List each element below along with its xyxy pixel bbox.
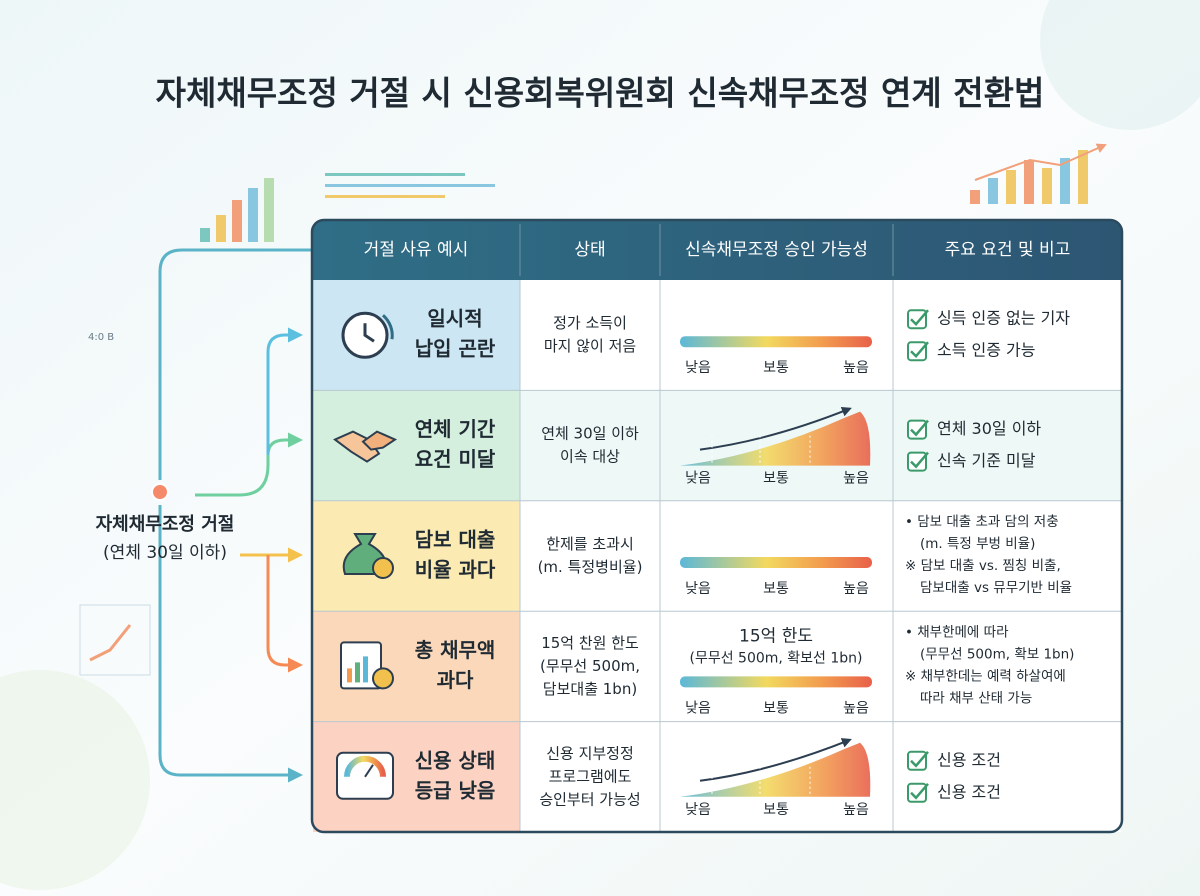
header-label: 거절 사유 예시	[364, 240, 469, 260]
source-dot	[151, 483, 169, 501]
gauge-label: 보통	[763, 471, 789, 487]
gauge-arrow	[699, 406, 852, 451]
source-sublabel: (연체 30일 이하)	[103, 543, 227, 563]
connectors	[158, 248, 312, 783]
note-text: (무무선 500m, 확보 1bn)	[920, 646, 1074, 662]
gauge-label: 높음	[843, 471, 869, 487]
status-text: 신용 지부정정	[546, 744, 634, 762]
gauge-note: 15억 한도	[739, 626, 813, 646]
gauge-label: 보통	[763, 360, 789, 376]
gauge-label: 높음	[843, 802, 869, 818]
gauge-label: 낮음	[685, 360, 711, 376]
note-text: • 채부한메에 따라	[905, 624, 1009, 640]
row-icon	[342, 533, 394, 579]
decor	[0, 670, 150, 890]
check-text: 신속 기준 미달	[937, 451, 1036, 470]
header-label: 주요 요건 및 비고	[945, 240, 1071, 260]
status-text: (무무선 500m,	[540, 657, 640, 675]
check-box	[907, 309, 927, 330]
check-text: 신용 조건	[937, 750, 1001, 769]
check-text: 싱득 인증 없는 기자	[937, 309, 1070, 328]
status-text: 마지 않이 저음	[544, 337, 636, 355]
row-icon	[333, 430, 398, 463]
note-text: 따라 채부 산태 가능	[920, 690, 1032, 706]
reason-text: 납입 곤란	[415, 337, 496, 361]
reason-text: 등급 낮음	[415, 778, 496, 802]
check-box	[907, 750, 927, 771]
reason-text: 비율 과다	[415, 558, 496, 582]
gauge-note: (무무선 500m, 확보선 1bn)	[689, 650, 862, 666]
check-box	[907, 782, 927, 803]
note-text: ※ 채부한데는 예력 하살여에	[905, 668, 1066, 684]
gauge-label: 보통	[763, 700, 789, 716]
reason-text: 요건 미달	[415, 447, 496, 471]
reason-text: 일시적	[427, 307, 482, 331]
reason-text: 신용 상태	[415, 748, 496, 772]
reason-text: 총 채무액	[415, 638, 496, 662]
check-mark	[910, 341, 929, 359]
gauge-curve	[680, 742, 871, 797]
gauge-label: 높음	[843, 581, 869, 597]
row-icon	[340, 641, 394, 690]
gauge-bar	[680, 336, 872, 348]
gauge-label: 높음	[843, 700, 869, 716]
table-header	[312, 220, 1122, 280]
gauge-label: 보통	[763, 802, 789, 818]
check-box	[907, 341, 927, 362]
gauge-label: 낮음	[685, 802, 711, 818]
gauge-label: 높음	[843, 360, 869, 376]
note-text: ※ 담보 대출 vs. 찜칭 비출,	[905, 558, 1061, 574]
gauge-curve	[680, 411, 871, 466]
status-text: (m. 특정병비율)	[538, 558, 643, 576]
reason-text: 담보 대출	[415, 528, 496, 552]
reason-text: 연체 기간	[415, 417, 496, 441]
reason-cell	[313, 500, 520, 612]
gauge-label: 낮음	[685, 471, 711, 487]
check-mark	[910, 309, 929, 327]
gauge-arrow	[699, 738, 852, 782]
decor	[1040, 0, 1200, 130]
check-mark	[910, 451, 929, 469]
check-text: 소득 인증 가능	[937, 341, 1036, 360]
note-text: (m. 특정 부벙 비율)	[920, 536, 1035, 552]
header-label: 상태	[574, 240, 605, 260]
row-icon	[336, 751, 394, 800]
gauge-bar	[680, 557, 872, 568]
check-mark	[910, 782, 929, 800]
reason-text: 과다	[437, 668, 474, 692]
status-text: 한제를 초과시	[546, 535, 634, 553]
check-mark	[910, 419, 929, 437]
status-text: 승인부터 가능성	[539, 790, 640, 808]
gauge-label: 낮음	[685, 581, 711, 597]
source-label: 자체채무조정 거절	[96, 514, 235, 535]
status-text: 프로그램에도	[549, 767, 632, 785]
row-icon	[341, 311, 394, 359]
status-text: 연체 30일 이하	[541, 425, 639, 443]
status-text: 15억 찬원 한도	[541, 634, 639, 652]
header-label: 신속채무조정 승인 가능성	[685, 240, 868, 260]
check-box	[907, 451, 927, 472]
decor-label: 4:0 B	[88, 332, 114, 343]
status-text: 담보대출 1bn)	[543, 680, 637, 698]
check-box	[907, 419, 927, 440]
table-border	[310, 218, 1124, 834]
check-text: 신용 조건	[937, 782, 1001, 801]
title: 자체채무조정 거절 시 신용회복위원회 신속채무조정 연계 전환법	[156, 74, 1045, 113]
gauge-bar	[680, 676, 872, 688]
note-text: • 담보 대출 초과 담의 저충	[905, 514, 1059, 530]
gauge-label: 낮음	[685, 700, 711, 716]
status-text: 정가 소득이	[553, 314, 627, 332]
check-text: 연체 30일 이하	[937, 419, 1041, 438]
check-mark	[910, 750, 929, 768]
note-text: 담보대출 vs 뮤무기반 비율	[920, 580, 1072, 596]
decor-bars	[79, 143, 1107, 676]
gauge-label: 보통	[763, 581, 789, 597]
status-text: 이속 대상	[560, 448, 620, 466]
